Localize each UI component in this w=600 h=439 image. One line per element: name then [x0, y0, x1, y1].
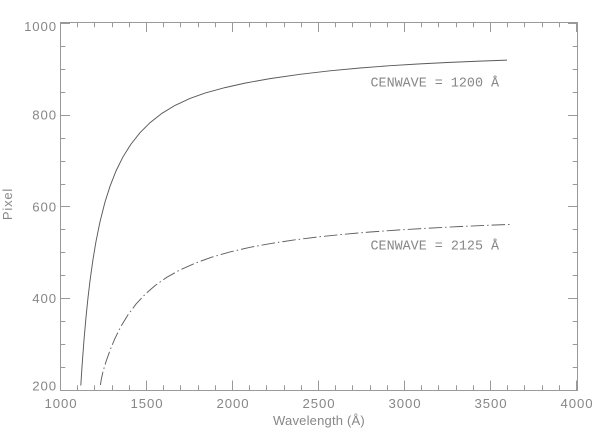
- svg-text:3000: 3000: [389, 396, 422, 411]
- svg-text:200: 200: [32, 379, 57, 394]
- svg-text:3500: 3500: [475, 396, 508, 411]
- svg-text:Pixel: Pixel: [0, 188, 15, 220]
- svg-text:Wavelength (Å): Wavelength (Å): [273, 413, 365, 428]
- svg-text:800: 800: [32, 108, 57, 123]
- svg-text:1000: 1000: [45, 396, 78, 411]
- svg-text:2500: 2500: [303, 396, 336, 411]
- svg-text:1000: 1000: [24, 19, 57, 34]
- svg-text:2000: 2000: [217, 396, 250, 411]
- svg-text:600: 600: [32, 199, 57, 214]
- svg-text:1500: 1500: [131, 396, 164, 411]
- svg-text:CENWAVE = 2125 Å: CENWAVE = 2125 Å: [371, 239, 501, 255]
- svg-text:CENWAVE = 1200 Å: CENWAVE = 1200 Å: [371, 76, 501, 92]
- svg-text:400: 400: [32, 291, 57, 306]
- svg-text:4000: 4000: [561, 396, 594, 411]
